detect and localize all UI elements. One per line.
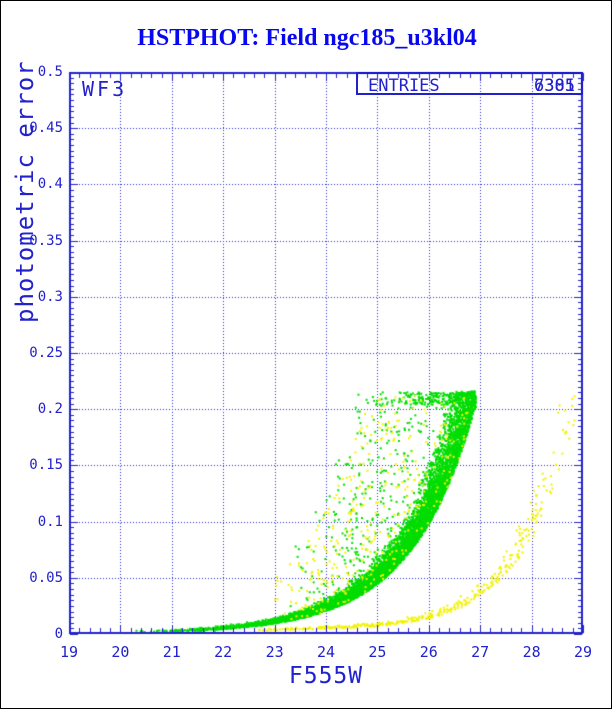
y-tick-label: 0 xyxy=(54,626,63,642)
y-tick-label: 0.3 xyxy=(37,288,63,305)
y-tick-label: 0.1 xyxy=(37,513,63,530)
chart-title: HSTPHOT: Field ngc185_u3kl04 xyxy=(137,25,477,51)
y-tick-label: 0.5 xyxy=(37,64,63,80)
y-tick-label: 0.35 xyxy=(29,232,63,249)
x-tick-label: 28 xyxy=(522,643,541,661)
x-tick-label: 25 xyxy=(368,643,387,661)
x-tick-label: 21 xyxy=(162,643,181,661)
x-tick-label: 27 xyxy=(471,643,490,661)
entries-value-2: 6301 xyxy=(534,76,575,96)
y-tick-label: 0.45 xyxy=(29,120,63,137)
entries-stat-box: ENTRIES 7385 6301 xyxy=(356,72,583,96)
x-tick-label: 20 xyxy=(111,643,130,661)
entries-stat-label: ENTRIES xyxy=(368,76,440,96)
y-tick-label: 0.25 xyxy=(29,345,63,361)
x-tick-label: 29 xyxy=(573,643,593,661)
x-tick-label: 19 xyxy=(59,643,79,661)
y-tick-label: 0.05 xyxy=(29,569,63,586)
camera-chip-label: WF3 xyxy=(82,77,128,101)
y-tick-label: 0.15 xyxy=(29,457,63,474)
y-tick-label: 0.4 xyxy=(37,176,63,193)
x-tick-label: 26 xyxy=(419,643,438,661)
entries-value-1: 7385 xyxy=(534,76,575,96)
x-tick-label: 22 xyxy=(214,643,233,661)
y-tick-label: 0.2 xyxy=(37,401,63,418)
x-axis-label: F555W xyxy=(288,663,364,689)
x-tick-label: 24 xyxy=(316,643,336,661)
x-tick-label: 23 xyxy=(265,643,284,661)
